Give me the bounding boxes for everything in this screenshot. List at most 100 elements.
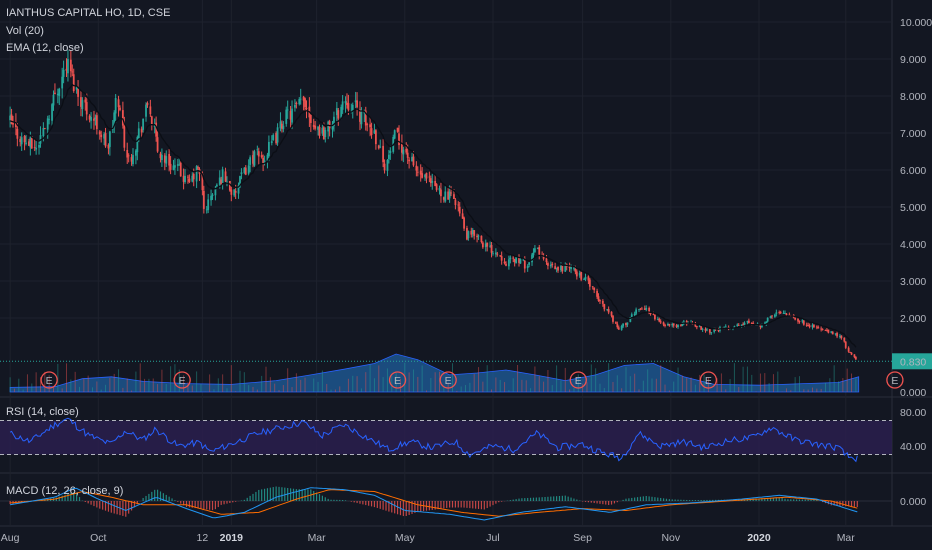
candle-body [187, 176, 189, 178]
candle-body [327, 121, 330, 132]
candle-body [736, 324, 739, 327]
candle-body [382, 145, 385, 163]
candle-body [425, 172, 428, 179]
candle-body [356, 100, 358, 108]
candle-body [38, 144, 40, 148]
candle-body [836, 333, 838, 337]
candle-body [477, 235, 480, 237]
price-tick-label: 10.000 [900, 17, 932, 29]
candle-body [98, 131, 101, 135]
candle-body [698, 325, 701, 327]
candle-body [108, 131, 111, 147]
candle-body [494, 252, 497, 255]
candle-body [765, 321, 768, 325]
candle-body [210, 195, 212, 201]
earnings-icon [569, 371, 587, 389]
candle-body [30, 136, 33, 149]
candle-body [402, 149, 405, 155]
candle-body [591, 286, 594, 288]
candle-body [831, 331, 834, 335]
candle-body [100, 134, 103, 138]
candle-body [387, 154, 390, 160]
legend-volume: Vol (20) [6, 25, 44, 37]
candle-body [202, 190, 205, 209]
candle-body [614, 322, 617, 324]
candle-body [507, 259, 510, 267]
candle-body [48, 118, 51, 120]
candle-body [46, 118, 49, 130]
candle-body [620, 325, 623, 330]
candle-body [65, 68, 68, 71]
candle-body [578, 273, 581, 276]
candle-body [406, 152, 409, 158]
earnings-icon [886, 371, 904, 389]
candle-body [743, 322, 746, 325]
candle-body [56, 93, 59, 96]
candle-body [435, 184, 438, 190]
candle-body [467, 231, 470, 239]
macd-line [10, 487, 858, 521]
candle-body [821, 329, 824, 330]
candle-body [127, 155, 130, 157]
candle-body [434, 180, 437, 186]
candle-body [536, 247, 539, 249]
candle-body [820, 328, 823, 330]
candle-body [612, 315, 614, 322]
candle-body [561, 265, 564, 272]
candle-body [10, 114, 13, 124]
candle-body [854, 356, 857, 360]
candle-body [797, 318, 799, 322]
candle-body [335, 108, 338, 116]
candle-body [84, 99, 87, 103]
candle-body [298, 99, 301, 105]
candle-body [374, 130, 377, 145]
candle-body [682, 321, 685, 323]
candle-body [773, 314, 776, 317]
candle-body [457, 204, 460, 206]
candle-body [480, 235, 483, 243]
candle-body [262, 157, 265, 164]
time-tick-label: Sep [573, 532, 592, 544]
candle-body [80, 97, 82, 107]
candle-body [359, 109, 361, 122]
candle-body [680, 325, 682, 327]
candle-body [588, 279, 591, 287]
candle-body [442, 197, 445, 200]
candle-body [126, 150, 129, 158]
candle-body [95, 115, 98, 130]
candle-body [830, 331, 833, 333]
candle-body [268, 141, 270, 157]
candle-body [416, 171, 419, 173]
candle-body [523, 259, 526, 269]
candle-body [759, 324, 762, 328]
time-tick-label: Jul [486, 532, 499, 544]
candle-body [771, 315, 773, 317]
candle-body [658, 318, 661, 322]
candle-body [760, 324, 763, 328]
candle-body [584, 276, 587, 280]
candle-body [257, 151, 260, 157]
candle-body [294, 104, 296, 108]
earnings-icon [699, 371, 718, 389]
candle-body [593, 287, 596, 291]
candle-body [220, 179, 223, 185]
candle-body [596, 290, 598, 297]
candle-body [695, 326, 698, 328]
candle-body [629, 317, 632, 322]
earnings-label: E [46, 375, 53, 387]
candle-body [700, 326, 703, 330]
candle-body [244, 167, 247, 175]
candle-body [528, 262, 531, 265]
candle-body [617, 327, 620, 330]
candle-body [557, 266, 559, 271]
candle-body [178, 164, 181, 166]
candle-body [360, 110, 363, 125]
candle-body [286, 109, 289, 111]
candle-body [42, 128, 45, 137]
candle-body [706, 329, 708, 331]
time-tick-label: Oct [90, 532, 106, 544]
price-tick-label: 9.000 [900, 54, 926, 66]
candle-body [447, 191, 450, 200]
